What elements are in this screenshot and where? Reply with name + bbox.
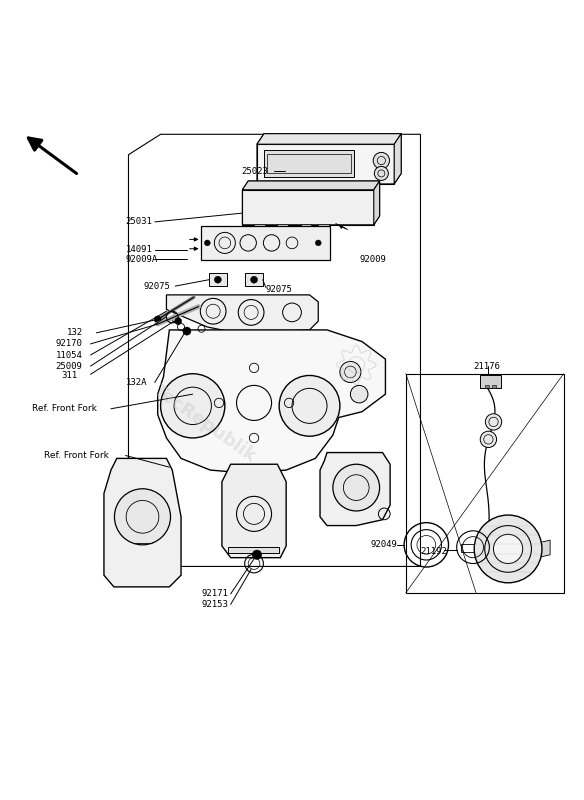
Circle shape	[474, 515, 542, 582]
Bar	[492, 385, 496, 388]
Circle shape	[154, 316, 161, 323]
Circle shape	[279, 375, 340, 436]
Circle shape	[493, 534, 523, 563]
Text: 21176: 21176	[473, 362, 500, 370]
Text: TecRepublik: TecRepublik	[150, 381, 259, 466]
Text: 25023: 25023	[242, 166, 269, 175]
Circle shape	[373, 152, 390, 169]
Polygon shape	[158, 330, 385, 473]
Circle shape	[183, 327, 191, 335]
Circle shape	[252, 550, 262, 559]
Bar	[267, 154, 351, 174]
Polygon shape	[242, 181, 380, 225]
Bar	[264, 150, 354, 177]
Polygon shape	[374, 181, 380, 225]
Bar	[254, 224, 265, 230]
Text: 92075: 92075	[143, 282, 170, 290]
Bar	[201, 226, 330, 260]
Circle shape	[251, 276, 258, 283]
Circle shape	[175, 318, 182, 325]
Text: 21192: 21192	[420, 547, 447, 556]
Text: 311: 311	[61, 371, 78, 380]
Text: Ref. Front Fork: Ref. Front Fork	[32, 404, 97, 414]
Text: 25031: 25031	[126, 218, 152, 226]
Circle shape	[350, 386, 368, 403]
Text: Ref. Front Fork: Ref. Front Fork	[44, 451, 109, 460]
Polygon shape	[320, 453, 390, 526]
Circle shape	[161, 374, 225, 438]
Circle shape	[204, 240, 210, 246]
Polygon shape	[480, 375, 501, 388]
Text: 92049: 92049	[371, 540, 398, 550]
Circle shape	[315, 240, 321, 246]
Circle shape	[374, 166, 388, 181]
Text: 92153: 92153	[201, 600, 228, 609]
Bar	[277, 224, 288, 230]
Polygon shape	[537, 540, 550, 558]
Text: 92170: 92170	[55, 339, 82, 349]
Text: 132A: 132A	[126, 378, 147, 387]
Polygon shape	[228, 547, 279, 553]
Polygon shape	[257, 134, 401, 184]
Text: 92009: 92009	[359, 255, 386, 264]
Polygon shape	[242, 181, 380, 190]
Circle shape	[214, 276, 221, 283]
Circle shape	[485, 414, 502, 430]
Bar	[318, 224, 329, 230]
Bar	[245, 274, 263, 286]
Text: 14091: 14091	[126, 246, 152, 254]
Circle shape	[114, 489, 171, 545]
Text: 92075: 92075	[266, 285, 293, 294]
Text: 92171: 92171	[201, 590, 228, 598]
Bar	[209, 274, 227, 286]
Bar	[301, 224, 311, 230]
Text: 11054: 11054	[55, 350, 82, 359]
Polygon shape	[104, 458, 181, 587]
Bar	[485, 385, 489, 388]
Polygon shape	[222, 464, 286, 558]
Circle shape	[480, 431, 496, 447]
Circle shape	[333, 464, 380, 511]
Polygon shape	[166, 295, 318, 331]
Text: 92009A: 92009A	[126, 255, 158, 264]
Circle shape	[340, 362, 361, 382]
Polygon shape	[257, 134, 401, 144]
Text: 25009: 25009	[55, 362, 82, 370]
Text: 132: 132	[67, 328, 84, 338]
Polygon shape	[394, 134, 401, 184]
